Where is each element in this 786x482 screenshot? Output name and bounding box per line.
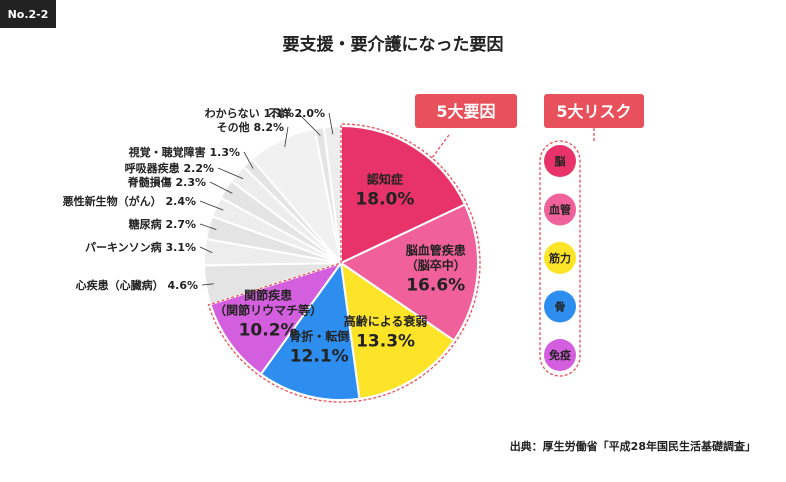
leader-line <box>284 126 289 148</box>
risk-circle <box>544 145 576 177</box>
slice-label: その他 8.2% <box>217 120 284 134</box>
slice-label: 心疾患（心臓病） 4.6% <box>76 278 198 292</box>
leader-line <box>199 200 224 211</box>
slice-label: 脳血管疾患（脳卒中） 16.6% <box>406 243 466 296</box>
pie-slice <box>259 260 361 401</box>
risk-circle <box>544 242 576 274</box>
source-note: 出典：厚生労働省「平成28年国民生活基礎調査」 <box>509 440 756 453</box>
pie-slice <box>209 261 344 376</box>
pie-slice <box>340 124 467 265</box>
risk-label: 免疫 <box>549 348 571 362</box>
factor-connector <box>431 134 450 159</box>
leader-line <box>201 283 214 286</box>
slice-label: 認知症 18.0% <box>355 172 414 210</box>
risk-circle <box>544 193 576 226</box>
leader-line <box>297 112 321 136</box>
five-factors-label: 5大要因 <box>436 102 495 121</box>
leader-line <box>328 112 334 135</box>
figure-number-badge: No.2-2 <box>0 0 56 28</box>
risk-circle <box>544 339 576 371</box>
slice-label: 呼吸器疾患 2.2% <box>125 161 214 175</box>
slice-label: パーキンソン病 3.1% <box>85 240 196 254</box>
leader-line <box>217 167 244 180</box>
chart-title: 要支援・要介護になった要因 <box>282 35 504 55</box>
risk-label: 骨 <box>555 301 566 314</box>
leader-line <box>199 246 213 254</box>
risk-label: 筋力 <box>548 251 571 265</box>
slice-label: 骨折・転倒 12.1% <box>289 328 349 366</box>
leader-line <box>199 223 217 230</box>
risk-circle <box>544 290 576 323</box>
leader-line <box>243 151 254 169</box>
major-factors-outline <box>207 123 481 403</box>
five-factors-box <box>415 94 517 128</box>
slice-label: 糖尿病 2.7% <box>129 217 196 231</box>
risk-label: 脳 <box>555 155 566 168</box>
slice-label: 関節疾患（関節リウマチ等） 10.2% <box>214 288 322 341</box>
leader-line <box>209 181 233 194</box>
slice-label: わからない 1.1% <box>205 107 294 120</box>
slice-label: 不詳 2.0% <box>269 106 325 120</box>
slice-label: 視覚・聴覚障害 1.3% <box>128 145 240 159</box>
slice-label: 脊髄損傷 2.3% <box>127 175 206 189</box>
risk-label: 血管 <box>549 203 571 217</box>
risk-pill-outline <box>539 140 581 377</box>
pie-slice <box>339 260 456 400</box>
slice-label: 高齢による衰弱 13.3% <box>344 313 428 351</box>
slice-label: 悪性新生物（がん） 2.4% <box>63 194 196 208</box>
pie-slice <box>338 203 479 342</box>
five-risks-label: 5大リスク <box>556 102 631 121</box>
five-risks-box <box>544 94 644 128</box>
